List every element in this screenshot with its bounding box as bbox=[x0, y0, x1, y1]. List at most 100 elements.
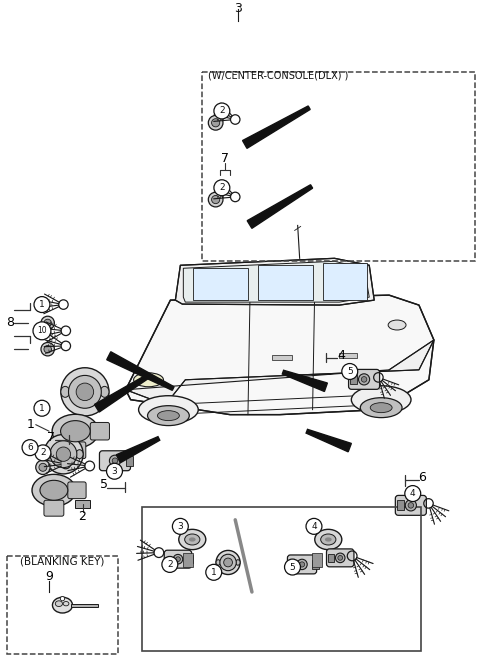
Circle shape bbox=[306, 519, 322, 534]
Circle shape bbox=[39, 463, 47, 471]
Circle shape bbox=[338, 556, 343, 560]
Ellipse shape bbox=[52, 597, 72, 613]
Bar bbox=[258, 266, 312, 300]
Ellipse shape bbox=[370, 403, 392, 413]
Ellipse shape bbox=[52, 415, 98, 448]
FancyBboxPatch shape bbox=[348, 370, 380, 389]
Circle shape bbox=[56, 447, 71, 461]
Text: 2: 2 bbox=[219, 107, 225, 115]
Polygon shape bbox=[126, 295, 434, 415]
Ellipse shape bbox=[100, 386, 109, 397]
Circle shape bbox=[342, 364, 358, 380]
Bar bbox=[312, 553, 322, 567]
Circle shape bbox=[285, 559, 300, 575]
Circle shape bbox=[300, 562, 305, 567]
Circle shape bbox=[359, 374, 370, 385]
FancyBboxPatch shape bbox=[90, 422, 109, 440]
Circle shape bbox=[50, 441, 77, 468]
Bar bbox=[126, 456, 133, 466]
Ellipse shape bbox=[157, 411, 180, 420]
Circle shape bbox=[408, 503, 414, 508]
Circle shape bbox=[34, 297, 50, 312]
Circle shape bbox=[220, 554, 236, 571]
Circle shape bbox=[41, 343, 54, 356]
Text: 6: 6 bbox=[27, 443, 33, 452]
Ellipse shape bbox=[325, 537, 332, 542]
Circle shape bbox=[44, 434, 83, 474]
Circle shape bbox=[76, 383, 94, 401]
Ellipse shape bbox=[179, 529, 206, 550]
Circle shape bbox=[61, 368, 109, 416]
Circle shape bbox=[214, 103, 230, 119]
Text: 4: 4 bbox=[337, 349, 345, 362]
Text: 10: 10 bbox=[37, 326, 47, 335]
Circle shape bbox=[69, 376, 101, 409]
Bar bbox=[339, 353, 357, 358]
Text: 5: 5 bbox=[347, 367, 353, 376]
Circle shape bbox=[35, 445, 51, 461]
Circle shape bbox=[60, 596, 65, 601]
Circle shape bbox=[212, 119, 220, 127]
Text: 7: 7 bbox=[48, 431, 56, 444]
Circle shape bbox=[216, 550, 240, 575]
Ellipse shape bbox=[60, 420, 90, 442]
Circle shape bbox=[22, 440, 38, 455]
Bar bbox=[202, 72, 475, 260]
Text: 1: 1 bbox=[39, 404, 45, 413]
Ellipse shape bbox=[147, 406, 189, 426]
Text: 1: 1 bbox=[211, 568, 216, 577]
Circle shape bbox=[44, 319, 51, 327]
Circle shape bbox=[212, 196, 220, 204]
Bar bbox=[350, 374, 357, 384]
FancyBboxPatch shape bbox=[288, 555, 317, 574]
Ellipse shape bbox=[133, 373, 164, 387]
Circle shape bbox=[208, 192, 223, 207]
Polygon shape bbox=[175, 258, 374, 305]
FancyBboxPatch shape bbox=[44, 500, 64, 516]
Ellipse shape bbox=[44, 449, 51, 459]
Text: 1: 1 bbox=[27, 418, 35, 431]
Circle shape bbox=[109, 455, 120, 467]
Text: 3: 3 bbox=[112, 467, 118, 476]
Polygon shape bbox=[183, 261, 369, 302]
Polygon shape bbox=[306, 430, 351, 452]
Text: 5: 5 bbox=[100, 478, 108, 491]
FancyBboxPatch shape bbox=[326, 549, 354, 567]
Ellipse shape bbox=[63, 602, 69, 606]
Bar bbox=[193, 268, 248, 300]
Text: 3: 3 bbox=[234, 2, 241, 15]
Circle shape bbox=[33, 322, 51, 340]
Ellipse shape bbox=[321, 534, 336, 545]
Circle shape bbox=[224, 558, 232, 567]
Bar bbox=[272, 355, 292, 360]
Bar bbox=[183, 553, 192, 567]
Circle shape bbox=[44, 345, 51, 353]
Text: 6: 6 bbox=[419, 471, 426, 484]
FancyBboxPatch shape bbox=[65, 442, 86, 459]
FancyBboxPatch shape bbox=[68, 482, 86, 499]
Circle shape bbox=[361, 376, 367, 382]
Circle shape bbox=[336, 553, 345, 563]
Ellipse shape bbox=[185, 534, 200, 545]
Ellipse shape bbox=[189, 537, 196, 542]
Ellipse shape bbox=[32, 474, 76, 506]
FancyBboxPatch shape bbox=[396, 496, 426, 515]
Text: 4: 4 bbox=[410, 489, 416, 498]
Ellipse shape bbox=[61, 386, 70, 397]
Ellipse shape bbox=[216, 559, 220, 565]
Bar bbox=[142, 507, 421, 651]
Ellipse shape bbox=[351, 386, 411, 414]
Bar bbox=[312, 560, 319, 569]
Ellipse shape bbox=[236, 559, 240, 565]
Circle shape bbox=[173, 554, 183, 564]
Ellipse shape bbox=[315, 529, 342, 550]
Polygon shape bbox=[247, 185, 312, 228]
Circle shape bbox=[172, 519, 188, 534]
Polygon shape bbox=[126, 340, 434, 405]
Ellipse shape bbox=[55, 601, 62, 606]
Polygon shape bbox=[116, 437, 160, 463]
FancyBboxPatch shape bbox=[164, 550, 192, 568]
Ellipse shape bbox=[388, 320, 406, 330]
Text: 4: 4 bbox=[311, 522, 317, 531]
Bar bbox=[397, 500, 404, 510]
